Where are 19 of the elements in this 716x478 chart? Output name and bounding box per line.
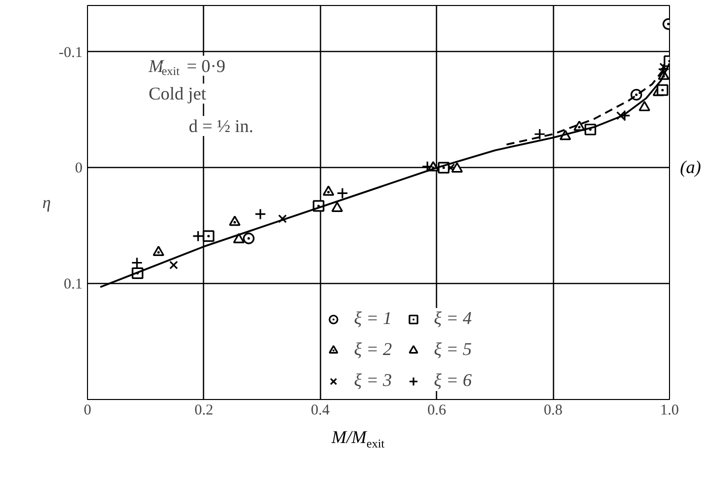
x-tick-label: 0.2 bbox=[194, 402, 214, 418]
text: (a) bbox=[680, 156, 701, 179]
y-tick-label: 0.1 bbox=[64, 276, 82, 293]
x-tick-label: 0.4 bbox=[310, 402, 330, 418]
legend-label: ξ = 3 bbox=[354, 370, 392, 391]
y-tick-label: -0.1 bbox=[58, 44, 83, 61]
y-axis-title: η bbox=[42, 193, 51, 212]
y-tick-label: 0 bbox=[75, 160, 82, 177]
legend-label: ξ = 1 bbox=[354, 308, 392, 329]
x-tick-label: 1.0 bbox=[660, 402, 679, 418]
x-tick-label: 0.8 bbox=[544, 402, 562, 418]
annotation: Cold jet bbox=[148, 84, 206, 104]
legend-label: ξ = 2 bbox=[354, 339, 392, 360]
legend-label: ξ = 6 bbox=[434, 370, 472, 391]
legend-label: ξ = 4 bbox=[434, 308, 472, 329]
annotation: d = ½ in. bbox=[188, 116, 254, 136]
x-tick-label: 0.6 bbox=[427, 402, 447, 418]
x-axis-title: M/M$_{exit}$ bbox=[332, 426, 384, 453]
legend-label: ξ = 5 bbox=[434, 339, 472, 360]
